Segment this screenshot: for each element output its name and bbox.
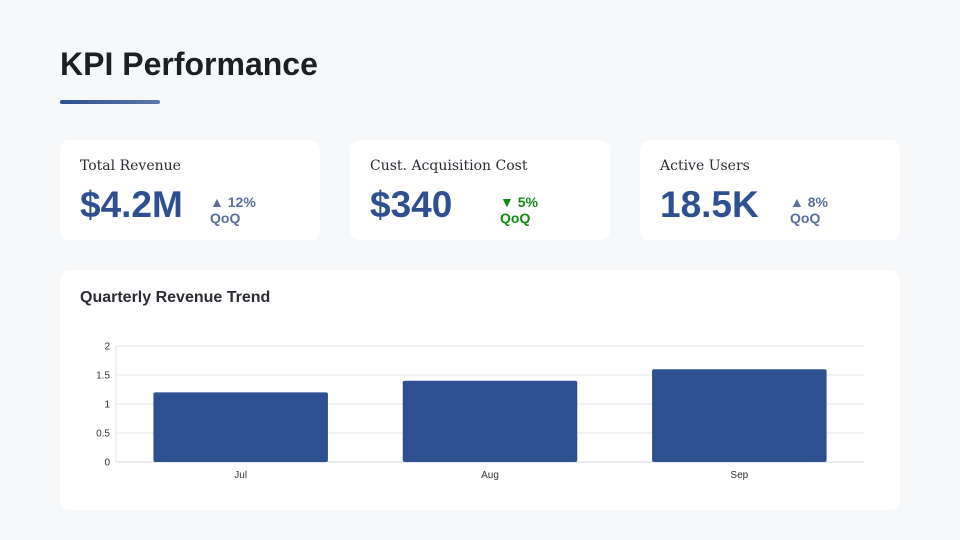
kpi-delta-value: ▲ 12% <box>210 194 256 210</box>
kpi-delta: ▼ 5% QoQ <box>500 194 538 226</box>
bar-chart: 0 0.5 1 1.5 2 Jul Aug Sep <box>96 342 864 481</box>
kpi-card-users: Active Users 18.5K ▲ 8% QoQ <box>640 140 900 240</box>
y-tick-label: 2 <box>104 342 110 353</box>
title-underline <box>60 100 160 104</box>
x-tick-label: Aug <box>481 470 499 481</box>
kpi-label: Active Users <box>660 158 750 174</box>
y-tick-label: 1.5 <box>96 371 110 382</box>
kpi-card-revenue: Total Revenue $4.2M ▲ 12% QoQ <box>60 140 320 240</box>
bar-aug <box>402 380 578 462</box>
kpi-delta: ▲ 12% QoQ <box>210 194 256 226</box>
bar-jul <box>153 392 328 462</box>
kpi-delta-period: QoQ <box>210 210 241 226</box>
kpi-delta-value: ▼ 5% <box>500 194 538 210</box>
kpi-delta-period: QoQ <box>500 210 531 226</box>
y-tick-label: 1 <box>104 400 110 411</box>
kpi-value: $340 <box>370 184 453 225</box>
page-title: KPI Performance <box>60 46 318 82</box>
kpi-delta-period: QoQ <box>790 210 821 226</box>
kpi-label: Cust. Acquisition Cost <box>370 158 528 174</box>
chart-title: Quarterly Revenue Trend <box>80 289 271 306</box>
y-tick-label: 0 <box>104 458 110 469</box>
kpi-value: $4.2M <box>80 184 183 225</box>
kpi-card-cac: Cust. Acquisition Cost $340 ▼ 5% QoQ <box>350 140 610 240</box>
bar-sep <box>652 369 827 462</box>
kpi-label: Total Revenue <box>80 158 181 174</box>
kpi-delta: ▲ 8% QoQ <box>790 194 828 226</box>
y-tick-label: 0.5 <box>96 429 110 440</box>
kpi-value: 18.5K <box>660 184 759 225</box>
kpi-delta-value: ▲ 8% <box>790 194 828 210</box>
chart-panel: Quarterly Revenue Trend 0 0.5 1 1.5 2 Jul Aug S… <box>60 270 900 510</box>
x-tick-label: Sep <box>730 470 748 481</box>
x-tick-label: Jul <box>234 470 247 481</box>
